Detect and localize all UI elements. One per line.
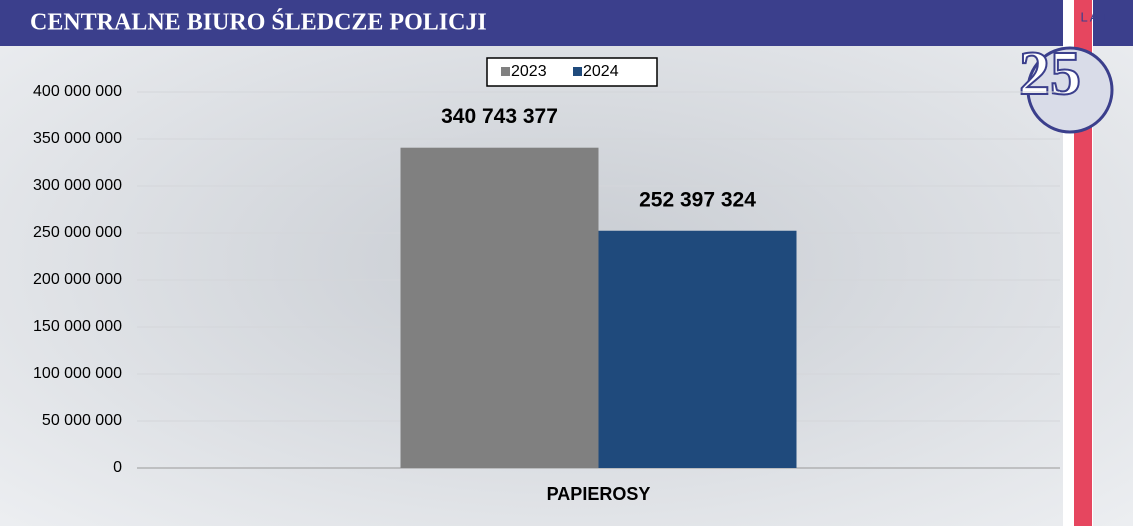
x-tick-label: PAPIEROSY (547, 484, 651, 504)
logo-text: LAT (1081, 9, 1110, 24)
bar (400, 147, 599, 468)
y-tick-label: 300 000 000 (33, 177, 122, 194)
y-tick-label: 0 (113, 459, 122, 476)
y-tick-label: 350 000 000 (33, 130, 122, 147)
y-tick-label: 200 000 000 (33, 271, 122, 288)
y-tick-label: 50 000 000 (42, 412, 122, 429)
value-label: 252 397 324 (639, 188, 756, 211)
legend-label: 2024 (583, 63, 619, 80)
legend-box (486, 57, 658, 87)
legend-label: 2023 (511, 63, 547, 80)
logo-number: 25 (1019, 40, 1081, 108)
y-tick-label: 150 000 000 (33, 318, 122, 335)
legend-swatch (501, 67, 510, 76)
y-tick-label: 400 000 000 (33, 83, 122, 100)
legend-swatch (573, 67, 582, 76)
bar (598, 230, 797, 468)
y-tick-label: 100 000 000 (33, 365, 122, 382)
logo-badge (1026, 46, 1114, 134)
y-tick-label: 250 000 000 (33, 224, 122, 241)
header-bar (0, 0, 1133, 46)
value-label: 340 743 377 (441, 105, 558, 128)
chart-title: CENTRALNE BIURO ŚLEDCZE POLICJI (30, 9, 487, 36)
